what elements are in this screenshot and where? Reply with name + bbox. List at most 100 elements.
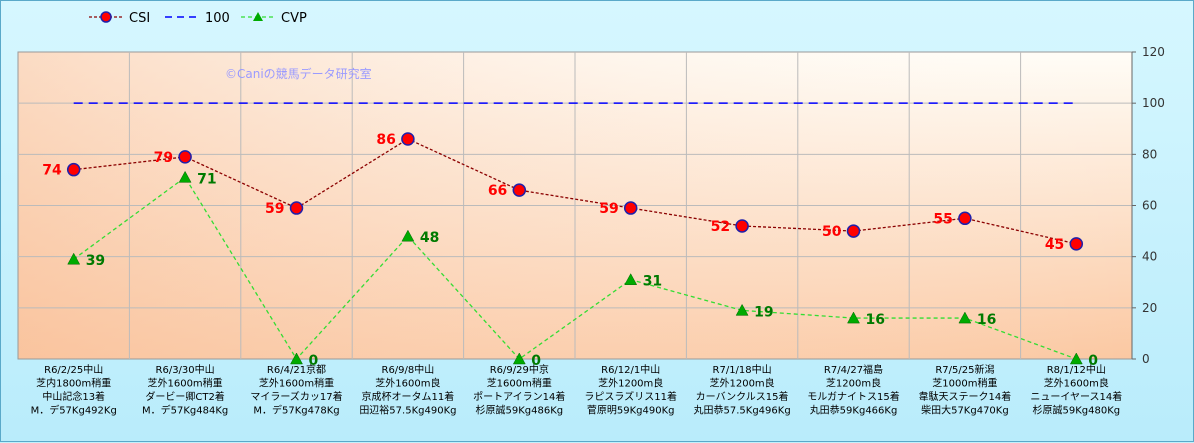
y-tick-label: 60 (1142, 199, 1157, 213)
x-category-line: R6/9/29中京 (490, 363, 549, 376)
y-tick-label: 100 (1142, 96, 1165, 110)
x-category-line: R6/9/8中山 (382, 363, 435, 376)
x-category-line: 芝1600m稍重 (487, 377, 552, 390)
cvp-marker (958, 311, 972, 324)
x-category-line: 韋駄天ステーク14着 (919, 390, 1012, 403)
csi-data-label: 59 (265, 201, 284, 217)
x-category-line: 杉原誠59Kg480Kg (1032, 404, 1120, 417)
x-category-line: 芝1200m良 (826, 377, 881, 390)
csi-data-label: 66 (488, 183, 507, 199)
x-category-line: R7/4/27福島 (824, 363, 883, 376)
cvp-data-label: 19 (754, 304, 773, 320)
x-category-line: 菅原明59Kg490Kg (587, 405, 675, 417)
cvp-data-label: 31 (643, 274, 662, 290)
legend-label: CSI (129, 11, 150, 26)
x-category-line: 芝外1600m良 (1044, 377, 1109, 390)
x-category-label: R6/12/1中山芝外1200m良ラピスラズリス11着菅原明59Kg490Kg (584, 363, 677, 417)
x-category-label: R6/2/25中山芝内1800m稍重中山記念13着 M．デ57Kg492Kg (31, 363, 117, 417)
x-category-line: R6/4/21京都 (267, 363, 326, 376)
series-layer: 39 71 0 48 0 31 19 16 16 0 74 79 59 86 66 59 52 50 55 45 (42, 102, 1098, 369)
cvp-data-label: 48 (420, 230, 439, 246)
cvp-marker (1069, 352, 1083, 365)
x-category-line: ダービー卿CT2着 (145, 390, 224, 403)
x-category-label: R7/1/18中山芝外1200m良カーバンクルス15着丸田恭57.5Kg496K… (694, 363, 791, 417)
cvp-data-label: 0 (1088, 353, 1098, 369)
x-category-line: 芝内1800m稍重 (36, 377, 111, 390)
cvp-data-label: 16 (977, 312, 996, 328)
legend: CSI 100 CVP (89, 11, 307, 26)
x-category-line: 芝外1600m稍重 (259, 377, 334, 390)
cvp-marker (735, 303, 749, 316)
x-category-line: 杉原誠59Kg486Kg (475, 404, 563, 417)
csi-marker (958, 211, 972, 226)
csi-marker (66, 162, 81, 177)
csi-data-label: 79 (154, 150, 173, 166)
csi-marker (735, 219, 749, 233)
x-category-line: カーバンクルス15着 (696, 390, 789, 403)
y-tick-label: 20 (1142, 301, 1157, 315)
y-axis: 0 20 40 60 80 100 120 (1131, 45, 1165, 366)
x-category-label: R7/5/25新潟芝1000m稍重韋駄天ステーク14着柴田大57Kg470Kg (919, 363, 1012, 417)
series-cvp-line (73, 176, 1077, 361)
legend-csi-marker (100, 11, 112, 23)
csi-data-label: 52 (711, 219, 730, 235)
csi-marker (1069, 237, 1084, 251)
x-category-label: R6/3/30中山芝外1600m稍重ダービー卿CT2着 M．デ57Kg484Kg (142, 363, 228, 417)
x-category-line: 芝外1200m良 (709, 377, 774, 390)
x-category-label: R8/1/12中山芝外1600m良ニューイヤース14着杉原誠59Kg480Kg (1030, 363, 1122, 417)
y-tick-label: 80 (1142, 147, 1157, 161)
y-tick-label: 0 (1142, 352, 1150, 366)
x-category-line: モルガナイトス15着 (807, 390, 899, 403)
legend-cvp-marker (253, 12, 263, 21)
csi-data-label: 45 (1045, 237, 1064, 253)
x-category-label: R6/9/8中山芝外1600m良京成杯オータム11着田辺裕57.5Kg490Kg (359, 363, 456, 417)
x-category-line: R7/5/25新潟 (935, 363, 994, 376)
x-category-line: 芝外1600m稍重 (147, 377, 222, 390)
x-category-line: M．デ57Kg478Kg (253, 404, 339, 417)
x-category-line: 柴田大57Kg470Kg (921, 404, 1009, 417)
x-category-label: R6/9/29中京芝1600m稍重ポートアイラン14着杉原誠59Kg486Kg (473, 363, 565, 417)
x-category-line: M．デ57Kg492Kg (31, 404, 117, 417)
csi-data-label: 59 (599, 201, 618, 217)
watermark: ©Caniの競馬データ研究室 (225, 66, 372, 81)
x-category-label: R6/4/21京都芝外1600m稍重マイラーズカッ17着 M．デ57Kg478Kg (250, 363, 342, 417)
cvp-data-label: 0 (531, 353, 541, 369)
x-category-line: R6/3/30中山 (156, 363, 215, 376)
cvp-marker (624, 273, 638, 285)
cvp-marker (67, 252, 81, 265)
x-category-line: 田辺裕57.5Kg490Kg (359, 404, 456, 417)
x-category-line: 芝1000m稍重 (932, 377, 997, 390)
x-category-line: R6/12/1中山 (601, 363, 660, 376)
x-category-line: R6/2/25中山 (44, 363, 103, 376)
csi-data-label: 86 (376, 132, 395, 148)
x-category-line: 中山記念13着 (42, 390, 105, 403)
cvp-marker (847, 311, 860, 324)
cvp-data-label: 16 (866, 312, 885, 328)
x-category-line: ニューイヤース14着 (1030, 390, 1122, 403)
csi-data-label: 74 (42, 163, 62, 179)
csi-marker (512, 183, 527, 197)
csi-marker (178, 150, 192, 164)
legend-label: CVP (281, 11, 307, 26)
csi-data-label: 50 (822, 224, 842, 240)
csi-marker (289, 201, 304, 215)
csi-marker (401, 132, 415, 146)
cvp-marker (401, 229, 415, 242)
cvp-data-label: 39 (86, 253, 105, 269)
csi-marker (846, 224, 861, 238)
cvp-data-label: 71 (197, 171, 216, 187)
x-category-line: マイラーズカッ17着 (250, 390, 342, 403)
x-category-line: 丸田恭59Kg466Kg (810, 404, 898, 417)
series-csi-line (73, 138, 1077, 245)
x-category-line: ラピスラズリス11着 (584, 390, 677, 403)
y-tick-label: 120 (1142, 45, 1165, 59)
y-tick-label: 40 (1142, 250, 1157, 264)
cvp-marker (512, 352, 526, 365)
x-category-line: R7/1/18中山 (713, 363, 772, 376)
x-category-label: R7/4/27福島芝1200m良モルガナイトス15着丸田恭59Kg466Kg (807, 363, 899, 417)
x-category-line: R8/1/12中山 (1047, 363, 1106, 376)
cvp-marker (290, 352, 303, 365)
x-category-line: 丸田恭57.5Kg496Kg (694, 404, 791, 417)
